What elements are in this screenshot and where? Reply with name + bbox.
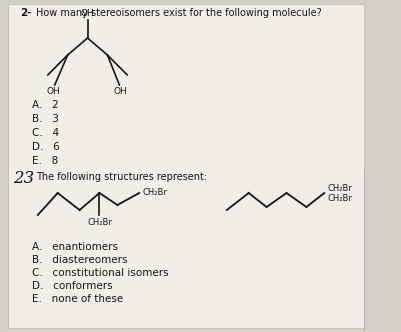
Text: CH₂Br: CH₂Br bbox=[326, 194, 351, 203]
Text: B.   diastereomers: B. diastereomers bbox=[32, 255, 127, 265]
FancyBboxPatch shape bbox=[8, 4, 363, 328]
Text: OH: OH bbox=[47, 87, 61, 96]
Text: CH₂Br: CH₂Br bbox=[326, 184, 351, 193]
Text: OH: OH bbox=[113, 87, 127, 96]
Text: D.   6: D. 6 bbox=[32, 142, 59, 152]
Text: C.   constitutional isomers: C. constitutional isomers bbox=[32, 268, 168, 278]
Text: How many stereoisomers exist for the following molecule?: How many stereoisomers exist for the fol… bbox=[36, 8, 321, 18]
Text: A.   enantiomers: A. enantiomers bbox=[32, 242, 117, 252]
Text: D.   conformers: D. conformers bbox=[32, 281, 112, 291]
Text: B.   3: B. 3 bbox=[32, 114, 59, 124]
Text: The following structures represent:: The following structures represent: bbox=[36, 172, 207, 182]
Text: OH: OH bbox=[81, 9, 94, 18]
Text: A.   2: A. 2 bbox=[32, 100, 59, 110]
Text: E.   none of these: E. none of these bbox=[32, 294, 123, 304]
Text: 2-: 2- bbox=[20, 8, 31, 18]
Text: C.   4: C. 4 bbox=[32, 128, 59, 138]
Text: 23: 23 bbox=[13, 170, 34, 187]
Text: CH₂Br: CH₂Br bbox=[87, 218, 111, 227]
Text: E.   8: E. 8 bbox=[32, 156, 58, 166]
Text: CH₂Br: CH₂Br bbox=[142, 188, 167, 197]
